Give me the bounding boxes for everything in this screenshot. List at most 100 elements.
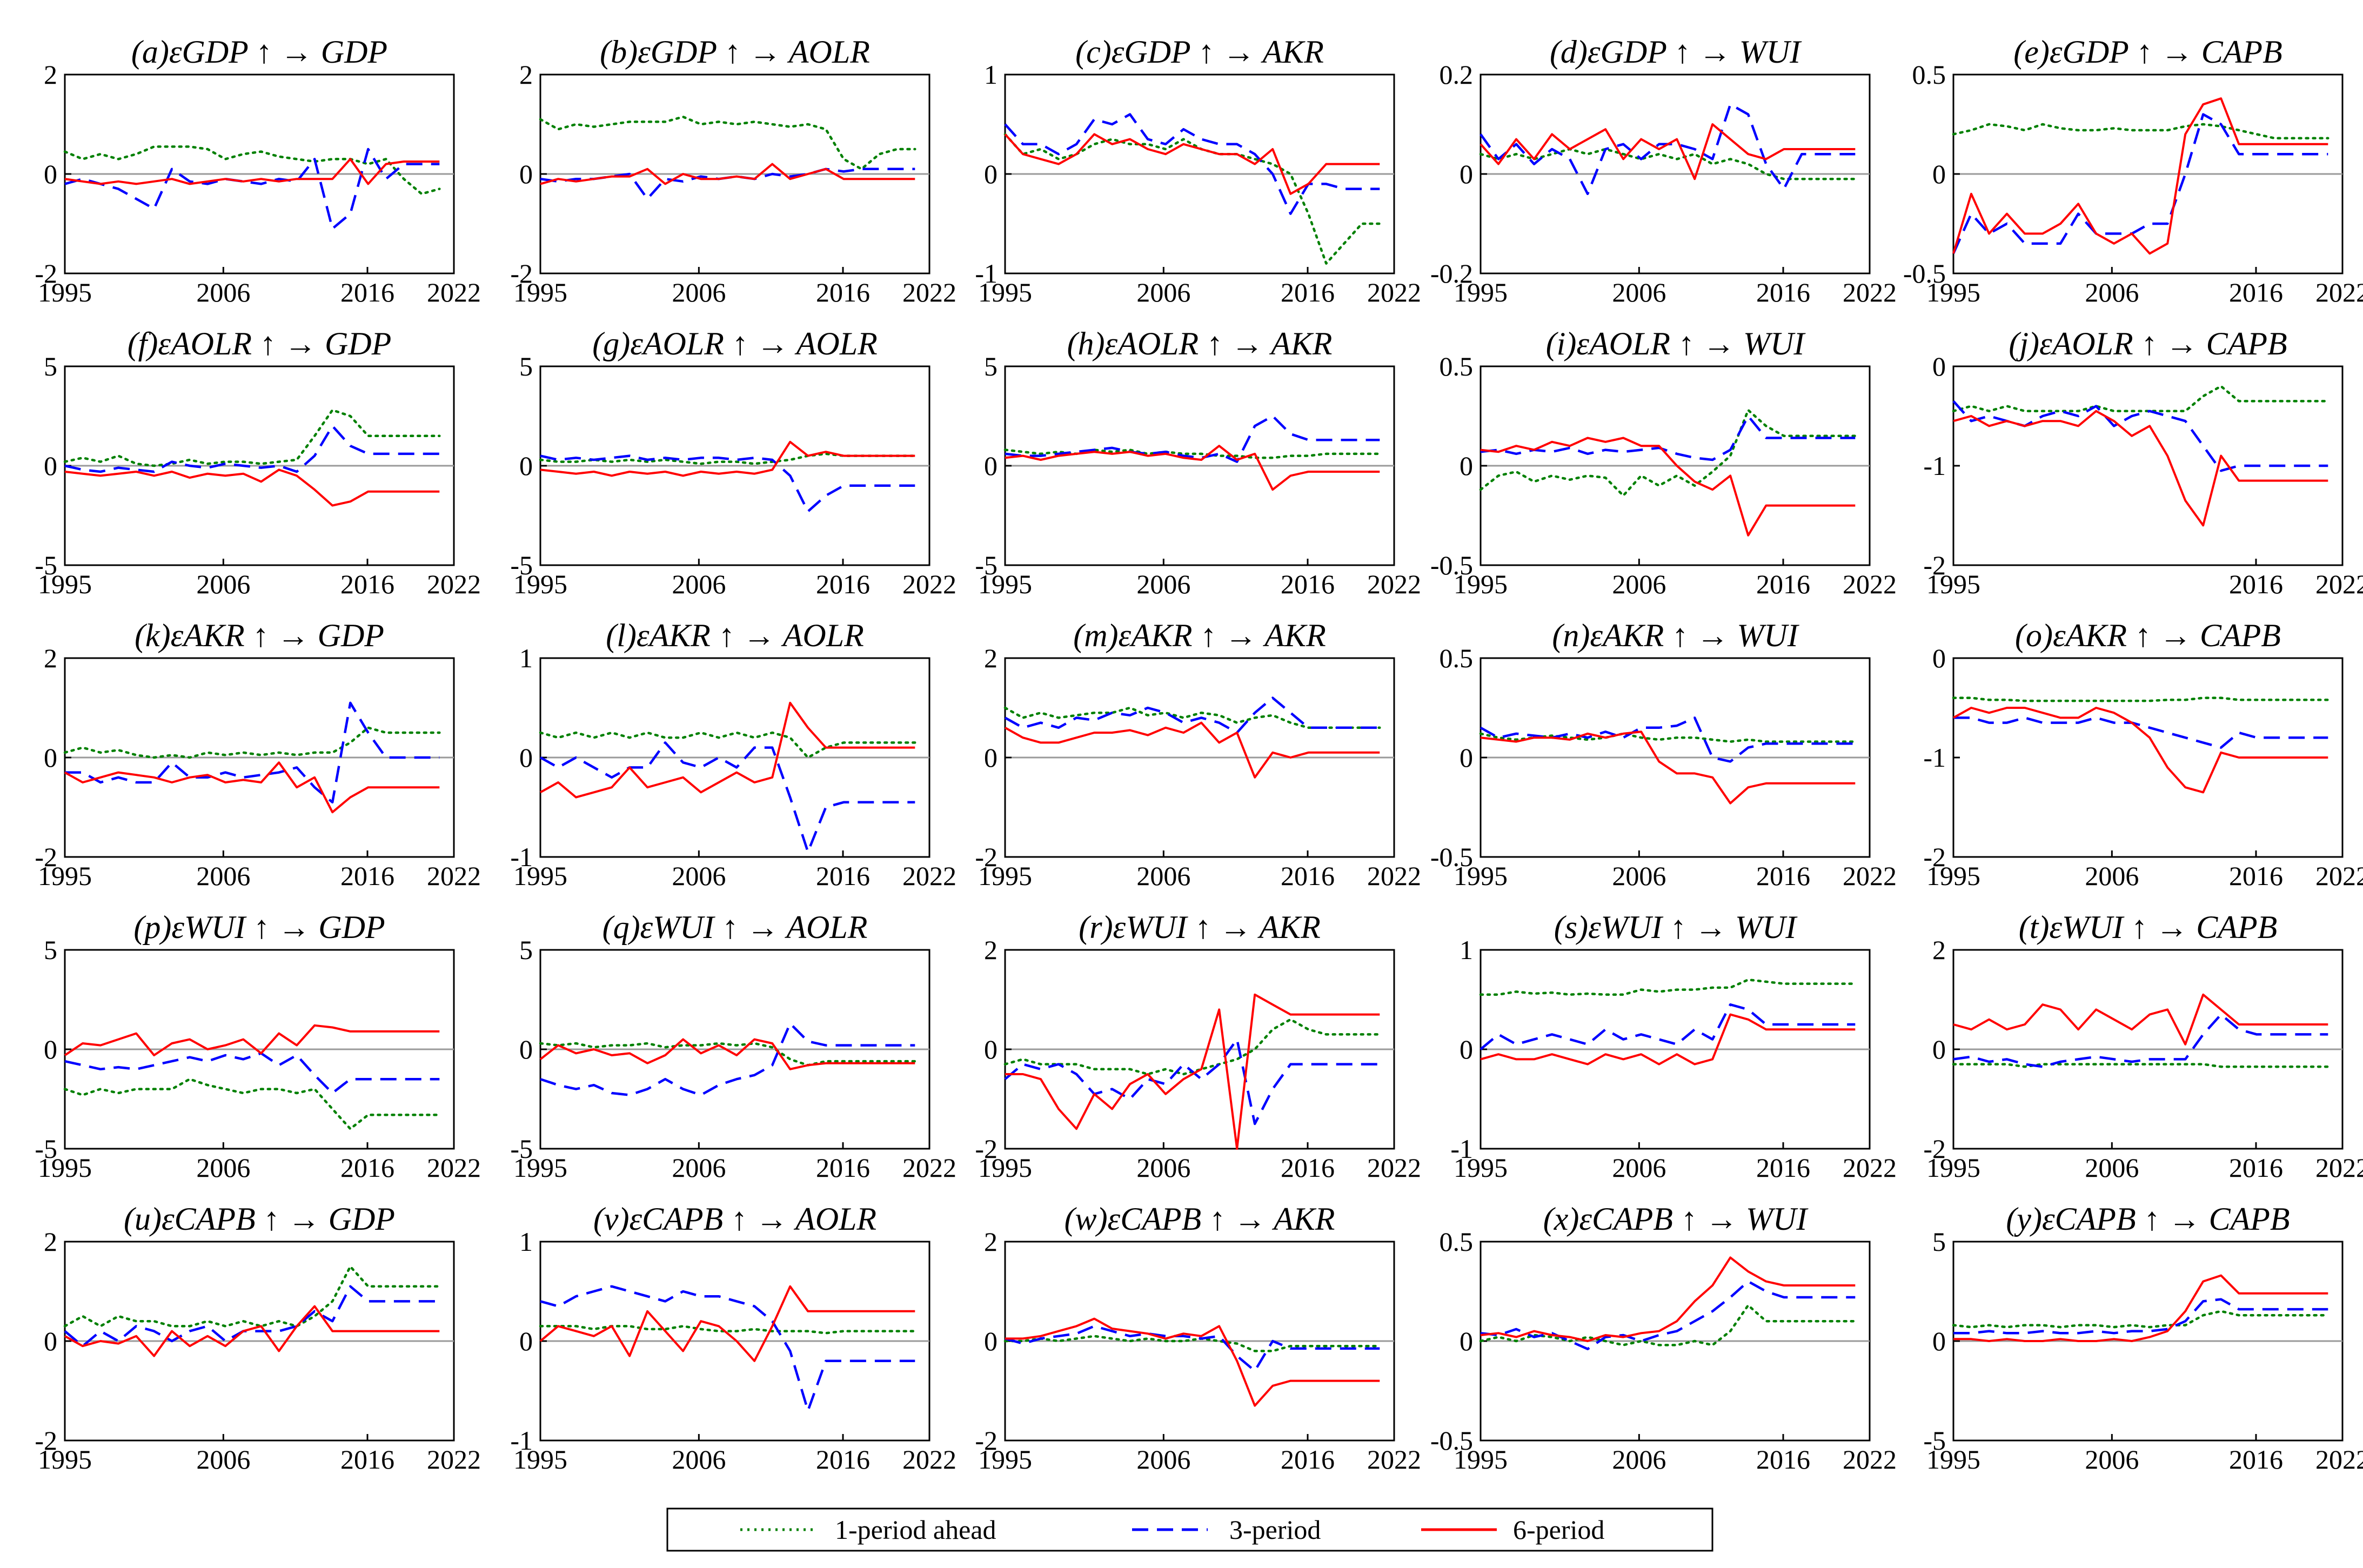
y-tick-label: 2: [44, 643, 57, 673]
x-tick-label: 1995: [1454, 1444, 1508, 1475]
series-line-3-period: [1953, 1013, 2328, 1068]
x-tick-label: 1995: [978, 1152, 1032, 1183]
x-tick-label: 2022: [427, 1444, 481, 1475]
series-line-6-period: [64, 1305, 440, 1357]
x-tick-label: 2016: [2229, 1444, 2283, 1475]
series-line-3-period: [1480, 414, 1856, 461]
legend: 1-period ahead 3-period 6-period: [666, 1507, 1713, 1552]
series-line-6-period: [1480, 437, 1856, 537]
x-tick-label: 2006: [1612, 861, 1666, 891]
x-tick-label: 2016: [1281, 1152, 1335, 1183]
x-tick-label: 2022: [427, 1152, 481, 1183]
series-line-6-period: [1005, 993, 1380, 1150]
panel-a: (a)εGDP ↑ → GDP -2 0 2 1995 2006 2016 2022: [35, 34, 481, 307]
x-tick-label: 2016: [1281, 569, 1335, 599]
series-line-6-period: [64, 761, 440, 814]
panel-p: (p)εWUI ↑ → GDP -5 0 5 1995 2006 2016 2022: [35, 909, 481, 1183]
legend-label-6-period: 6-period: [1513, 1515, 1604, 1545]
panel-title: (m)εAKR ↑ → AKR: [1073, 618, 1326, 653]
y-tick-label: 0.2: [1440, 59, 1474, 90]
x-tick-label: 2016: [340, 1444, 394, 1475]
x-tick-label: 1995: [38, 1152, 92, 1183]
x-tick-label: 2016: [1756, 569, 1810, 599]
y-tick-label: 2: [984, 643, 998, 673]
x-tick-label: 1995: [38, 569, 92, 599]
x-tick-label: 2016: [1756, 1152, 1810, 1183]
y-tick-label: -5: [975, 550, 998, 580]
series-line-6-period: [1005, 445, 1380, 491]
series-line-6-period: [1480, 123, 1856, 180]
panel-m: (m)εAKR ↑ → AKR -2 0 2 1995 2006 2016 2022: [975, 618, 1421, 891]
y-tick-label: 5: [519, 935, 533, 965]
x-tick-label: 2006: [1136, 277, 1190, 307]
x-tick-label: 2006: [1612, 1444, 1666, 1475]
x-tick-label: 2016: [340, 277, 394, 307]
y-tick-label: 5: [44, 351, 57, 381]
panel-o: (o)εAKR ↑ → CAPB -2 -1 0 1995 2006 2016 2022: [1923, 618, 2363, 891]
series-line-3-period: [1005, 414, 1380, 463]
panel-d: (d)εGDP ↑ → WUI -0.2 0 0.2 1995 2006 2016 2022: [1430, 34, 1897, 307]
x-tick-label: 1995: [1926, 1444, 1980, 1475]
panel-r: (r)εWUI ↑ → AKR -2 0 2 1995 2006 2016 2022: [975, 909, 1421, 1183]
series-line-3-period: [540, 1285, 915, 1412]
y-tick-label: 0: [1460, 1034, 1473, 1064]
series-line-1-period-ahead: [539, 115, 916, 171]
y-tick-label: -2: [1923, 1134, 1946, 1164]
y-tick-label: 0: [1932, 351, 1946, 381]
y-tick-label: 2: [984, 1227, 998, 1257]
x-tick-label: 2016: [816, 1444, 870, 1475]
y-tick-label: -0.5: [1430, 1425, 1473, 1456]
y-tick-label: 2: [519, 59, 533, 90]
x-tick-label: 1995: [513, 569, 567, 599]
y-tick-label: 0: [1932, 1326, 1946, 1356]
series-line-3-period: [1004, 113, 1380, 215]
x-tick-label: 1995: [1926, 861, 1980, 891]
panel-t: (t)εWUI ↑ → CAPB -2 0 2 1995 2006 2016 2022: [1923, 909, 2363, 1183]
x-tick-label: 2022: [2315, 1444, 2363, 1475]
panel-i: (i)εAOLR ↑ → WUI -0.5 0 0.5 1995 2006 2016 2022: [1430, 326, 1897, 599]
panel-title: (y)εCAPB ↑ → CAPB: [2006, 1201, 2290, 1237]
y-tick-label: 0: [44, 1034, 57, 1064]
x-tick-label: 2016: [1756, 861, 1810, 891]
x-tick-label: 1995: [513, 1152, 567, 1183]
panel-title: (p)εWUI ↑ → GDP: [133, 909, 385, 945]
y-tick-label: 0: [519, 1034, 533, 1064]
x-tick-label: 2022: [1367, 277, 1421, 307]
x-tick-label: 2016: [816, 277, 870, 307]
y-tick-label: 0: [984, 742, 998, 773]
y-tick-label: -2: [1923, 842, 1946, 872]
panel-v: (v)εCAPB ↑ → AOLR -1 0 1 1995 2006 2016 2022: [510, 1201, 956, 1475]
series-line-1-period-ahead: [1003, 706, 1381, 729]
series-line-6-period: [539, 1285, 915, 1362]
y-tick-label: 0: [1460, 451, 1473, 481]
panel-j: (j)εAOLR ↑ → CAPB -2 -1 0 1995 2016 2022: [1923, 326, 2363, 599]
panel-title: (c)εGDP ↑ → AKR: [1075, 34, 1324, 70]
x-tick-label: 1995: [513, 861, 567, 891]
series-line-3-period: [1005, 1325, 1380, 1372]
panel-title: (r)εWUI ↑ → AKR: [1079, 909, 1320, 945]
series-line-3-period: [1480, 1280, 1856, 1350]
series-line-1-period-ahead: [539, 731, 916, 759]
series-line-3-period: [1480, 1003, 1856, 1050]
panel-title: (u)εCAPB ↑ → GDP: [124, 1201, 395, 1237]
x-tick-label: 2006: [2085, 861, 2139, 891]
panel-n: (n)εAKR ↑ → WUI -0.5 0 0.5 1995 2006 2016 2022: [1430, 618, 1897, 891]
series-line-1-period-ahead: [1952, 385, 2329, 413]
y-tick-label: -0.5: [1903, 258, 1946, 289]
panel-u: (u)εCAPB ↑ → GDP -2 0 2 1995 2006 2016 2022: [35, 1201, 481, 1475]
x-tick-label: 2006: [196, 569, 250, 599]
series-line-1-period-ahead: [63, 1077, 441, 1130]
x-tick-label: 2016: [1281, 1444, 1335, 1475]
y-tick-label: 0: [1932, 643, 1946, 673]
y-tick-label: 0: [44, 742, 57, 773]
x-tick-label: 2022: [427, 277, 481, 307]
x-tick-label: 2022: [2315, 861, 2363, 891]
y-tick-label: 0.5: [1440, 643, 1474, 673]
series-line-3-period: [64, 1052, 440, 1095]
y-tick-label: -1: [975, 258, 998, 289]
x-tick-label: 2022: [1843, 861, 1897, 891]
x-tick-label: 2006: [672, 861, 726, 891]
series-line-1-period-ahead: [1003, 1335, 1381, 1352]
